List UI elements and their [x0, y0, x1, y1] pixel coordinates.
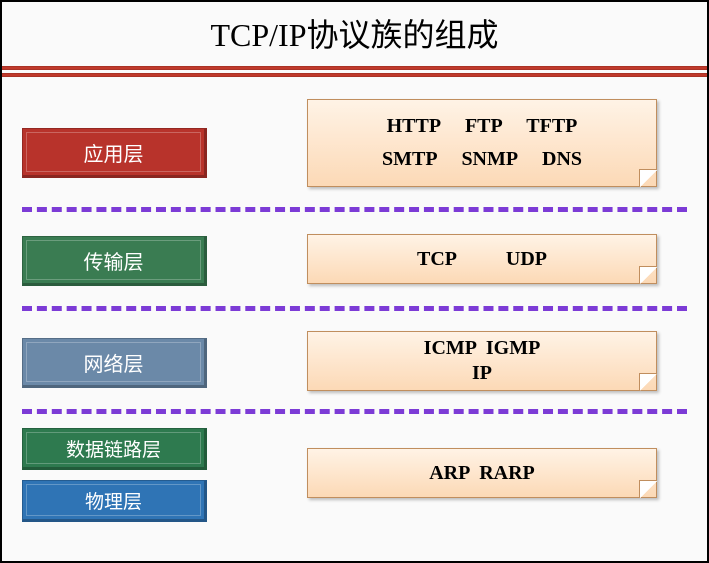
paper-fold-icon [639, 266, 657, 284]
page-title: TCP/IP协议族的组成 [2, 10, 707, 56]
layer-transport: 传输层 [22, 236, 207, 286]
protocol-text: TCP UDP [308, 248, 656, 271]
row-application: 应用层 HTTP FTP TFTP SMTP SNMP DNS [22, 77, 687, 207]
protocols-network: ICMP IGMP IP [307, 331, 657, 391]
protocols-link: ARP RARP [307, 448, 657, 498]
layer-network: 网络层 [22, 338, 207, 388]
layer-application: 应用层 [22, 128, 207, 178]
layer-label: 网络层 [84, 348, 144, 377]
protocol-text: IP [308, 362, 656, 385]
protocols-transport: TCP UDP [307, 234, 657, 284]
paper-fold-icon [639, 169, 657, 187]
layer-physical: 物理层 [22, 480, 207, 522]
title-area: TCP/IP协议族的组成 [2, 2, 707, 62]
layer-label: 数据链路层 [66, 435, 161, 462]
divider-red [2, 66, 707, 70]
protocol-text: ICMP IGMP [308, 337, 656, 360]
protocol-text: SMTP SNMP DNS [308, 148, 656, 171]
protocols-application: HTTP FTP TFTP SMTP SNMP DNS [307, 99, 657, 187]
paper-fold-icon [639, 373, 657, 391]
row-transport: 传输层 TCP UDP [22, 212, 687, 306]
row-network: 网络层 ICMP IGMP IP [22, 311, 687, 409]
layer-label: 应用层 [84, 138, 144, 167]
paper-fold-icon [639, 480, 657, 498]
layer-label: 物理层 [85, 487, 142, 514]
link-physical-stack: 数据链路层 物理层 [22, 428, 207, 522]
layer-label: 传输层 [84, 246, 144, 275]
row-link-physical: 数据链路层 物理层 ARP RARP [22, 414, 687, 522]
content-area: 应用层 HTTP FTP TFTP SMTP SNMP DNS 传输层 TCP … [2, 77, 707, 522]
protocol-text: ARP RARP [308, 462, 656, 485]
layer-datalink: 数据链路层 [22, 428, 207, 470]
protocol-text: HTTP FTP TFTP [308, 115, 656, 138]
